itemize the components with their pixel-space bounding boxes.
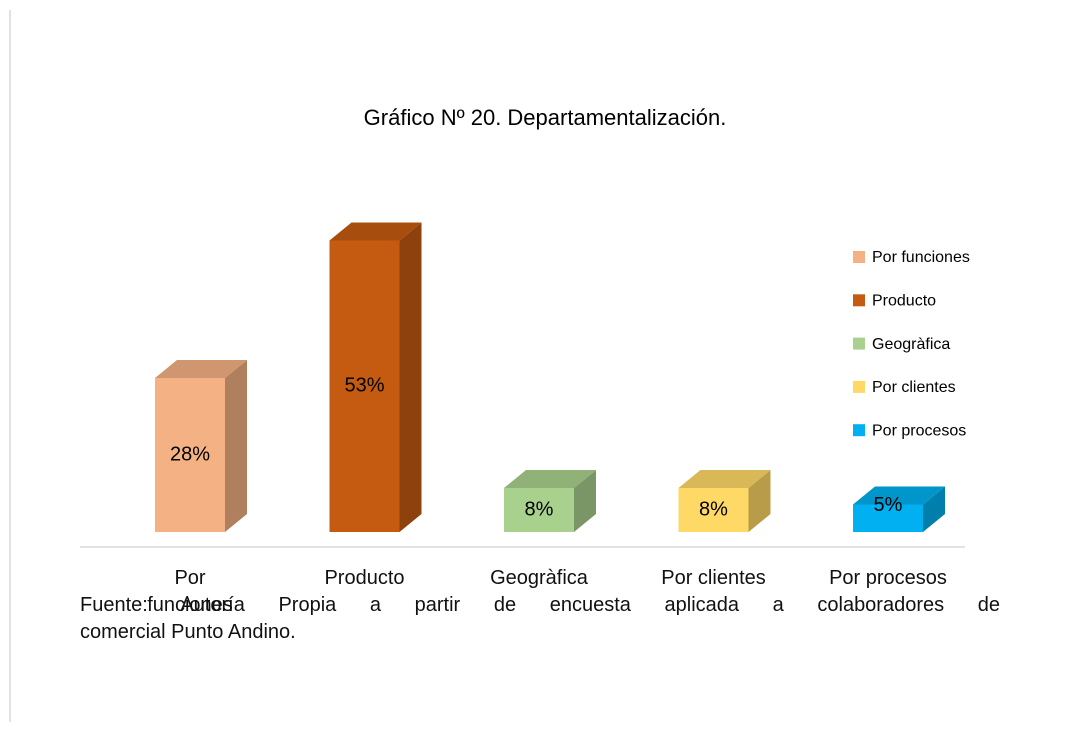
bar-side: [748, 470, 771, 532]
x-tick-label: Producto: [324, 567, 405, 589]
bar-side: [574, 470, 596, 532]
bar-top: [853, 486, 945, 505]
bar-top: [678, 470, 771, 488]
bar: [329, 222, 422, 532]
data-label: 28%: [170, 443, 210, 465]
legend-label: Por procesos: [872, 422, 966, 439]
legend-label: Producto: [872, 293, 936, 310]
data-label: 8%: [525, 498, 554, 520]
data-label: 53%: [344, 375, 384, 397]
bar-top: [504, 470, 596, 488]
legend-swatch: [853, 251, 865, 263]
data-label: 8%: [699, 498, 728, 520]
legend-swatch: [853, 424, 865, 437]
bar-front: [853, 504, 923, 532]
legend-swatch: [853, 380, 865, 393]
legend-label: Por funciones: [872, 249, 970, 266]
bar-top: [329, 222, 422, 241]
bar-front: [678, 488, 749, 532]
legend-swatch: [853, 337, 865, 350]
source-line: Fuente: Autoría Propia a partir de encue…: [80, 594, 1000, 616]
legend-label: Geogràfica: [872, 336, 950, 353]
bar-side: [399, 222, 422, 532]
legend-label: Por clientes: [872, 379, 956, 396]
legend-swatch: [853, 294, 865, 307]
x-tick-label: Por clientes: [661, 567, 766, 589]
bar-side: [923, 486, 945, 532]
x-tick-label: Por procesos: [829, 567, 947, 589]
bar: [504, 470, 596, 532]
chart-title: Gráfico Nº 20. Departamentalización.: [364, 105, 727, 130]
source-line: comercial Punto Andino.: [80, 621, 296, 643]
x-tick-label: Por funciones: [147, 567, 233, 616]
bar-front: [329, 240, 400, 532]
bar-side: [225, 360, 247, 532]
bar: [155, 360, 247, 532]
bar-front: [155, 378, 225, 532]
bar-front: [504, 488, 574, 532]
data-label: 5%: [874, 494, 903, 516]
x-tick-label: Geogràfica: [490, 567, 588, 589]
bar: [853, 486, 945, 532]
bar-top: [155, 360, 247, 378]
bar: [678, 470, 771, 532]
